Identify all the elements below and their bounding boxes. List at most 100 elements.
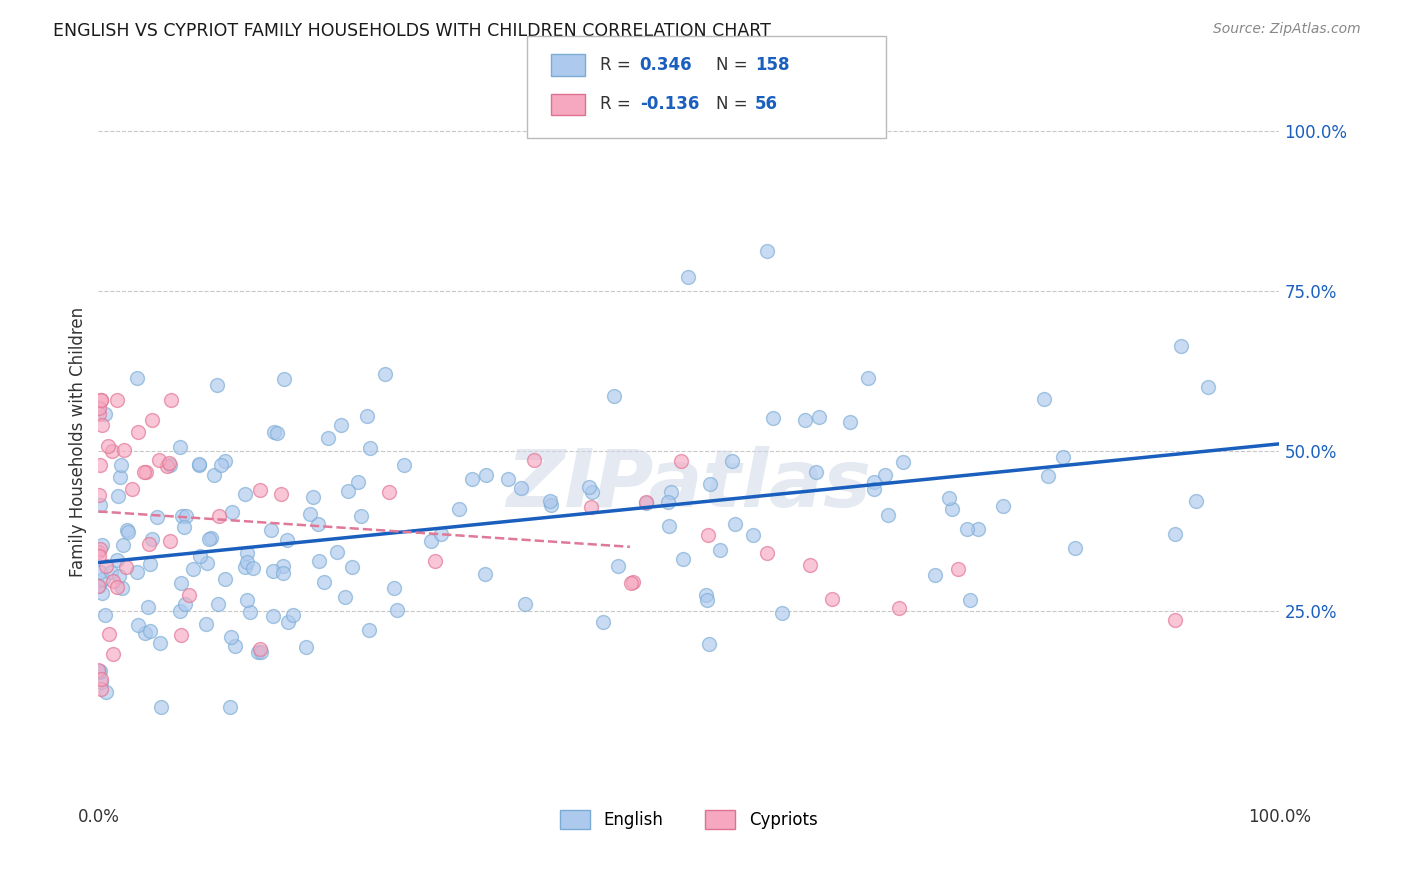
Point bbox=[239, 605, 262, 619]
Text: 158: 158 bbox=[755, 56, 790, 74]
Point bbox=[342, 559, 364, 574]
Point bbox=[392, 458, 415, 472]
Point bbox=[90, 392, 112, 407]
Point bbox=[208, 508, 231, 523]
Point bbox=[101, 574, 124, 589]
Point bbox=[385, 603, 408, 617]
Point bbox=[97, 439, 120, 453]
Point bbox=[94, 559, 117, 574]
Point bbox=[696, 592, 718, 607]
Y-axis label: Family Households with Children: Family Households with Children bbox=[69, 307, 87, 576]
Point bbox=[621, 575, 644, 590]
Point bbox=[863, 475, 886, 490]
Point bbox=[821, 592, 844, 607]
Point bbox=[1185, 493, 1208, 508]
Point bbox=[188, 549, 211, 564]
Point bbox=[159, 458, 181, 472]
Point bbox=[149, 636, 172, 650]
Point bbox=[141, 413, 163, 427]
Point bbox=[620, 576, 643, 591]
Point bbox=[176, 509, 198, 524]
Point bbox=[141, 532, 163, 546]
Text: R =: R = bbox=[600, 56, 637, 74]
Point bbox=[90, 392, 112, 407]
Point bbox=[672, 551, 695, 566]
Point bbox=[149, 699, 172, 714]
Point bbox=[875, 467, 897, 482]
Point bbox=[169, 440, 191, 454]
Point bbox=[249, 642, 271, 657]
Point bbox=[266, 426, 288, 441]
Point bbox=[94, 607, 117, 622]
Point bbox=[513, 598, 536, 612]
Point bbox=[602, 389, 624, 403]
Point bbox=[233, 487, 256, 501]
Text: Source: ZipAtlas.com: Source: ZipAtlas.com bbox=[1213, 22, 1361, 37]
Point bbox=[90, 538, 112, 552]
Point bbox=[510, 481, 533, 495]
Text: N =: N = bbox=[716, 95, 752, 113]
Point bbox=[177, 588, 200, 602]
Point bbox=[235, 546, 257, 560]
Point bbox=[770, 607, 793, 621]
Point bbox=[169, 628, 191, 642]
Point bbox=[218, 699, 240, 714]
Point bbox=[1036, 469, 1059, 483]
Point bbox=[298, 508, 321, 522]
Point bbox=[709, 542, 731, 557]
Point bbox=[100, 566, 122, 580]
Point bbox=[236, 555, 259, 569]
Point bbox=[941, 501, 963, 516]
Point bbox=[138, 624, 160, 639]
Point bbox=[724, 517, 747, 532]
Point bbox=[173, 597, 195, 611]
Point bbox=[839, 415, 862, 429]
Point bbox=[316, 431, 339, 445]
Point bbox=[91, 572, 114, 586]
Point bbox=[221, 630, 243, 644]
Point bbox=[159, 534, 181, 549]
Point bbox=[430, 527, 453, 541]
Point bbox=[91, 586, 114, 600]
Point bbox=[607, 559, 630, 574]
Point bbox=[271, 566, 294, 581]
Point bbox=[197, 532, 219, 546]
Point bbox=[112, 443, 135, 458]
Point bbox=[924, 567, 946, 582]
Text: N =: N = bbox=[716, 56, 752, 74]
Point bbox=[202, 468, 225, 483]
Point bbox=[657, 495, 679, 509]
Point bbox=[270, 487, 292, 501]
Point bbox=[110, 458, 132, 472]
Point bbox=[889, 600, 911, 615]
Point bbox=[856, 371, 879, 385]
Point bbox=[156, 459, 179, 474]
Point bbox=[87, 549, 110, 563]
Point bbox=[89, 579, 111, 593]
Point bbox=[659, 484, 682, 499]
Point bbox=[634, 495, 657, 509]
Point bbox=[377, 485, 399, 500]
Point bbox=[249, 483, 271, 498]
Point bbox=[90, 682, 112, 697]
Point bbox=[333, 590, 356, 604]
Point bbox=[87, 488, 110, 502]
Point bbox=[877, 508, 900, 523]
Text: ZIPatlas: ZIPatlas bbox=[506, 446, 872, 524]
Point bbox=[125, 371, 148, 385]
Point bbox=[262, 608, 284, 623]
Point bbox=[246, 644, 269, 658]
Point bbox=[90, 674, 112, 689]
Point bbox=[475, 467, 498, 482]
Point bbox=[337, 483, 360, 498]
Point bbox=[148, 453, 170, 467]
Point bbox=[329, 418, 352, 433]
Point bbox=[966, 522, 988, 536]
Point bbox=[1052, 450, 1074, 464]
Point bbox=[474, 567, 496, 582]
Point bbox=[382, 581, 405, 595]
Point bbox=[276, 533, 298, 547]
Text: 56: 56 bbox=[755, 95, 778, 113]
Point bbox=[938, 491, 960, 505]
Point bbox=[325, 545, 347, 559]
